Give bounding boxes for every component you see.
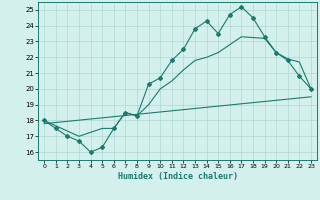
X-axis label: Humidex (Indice chaleur): Humidex (Indice chaleur) (118, 172, 238, 181)
